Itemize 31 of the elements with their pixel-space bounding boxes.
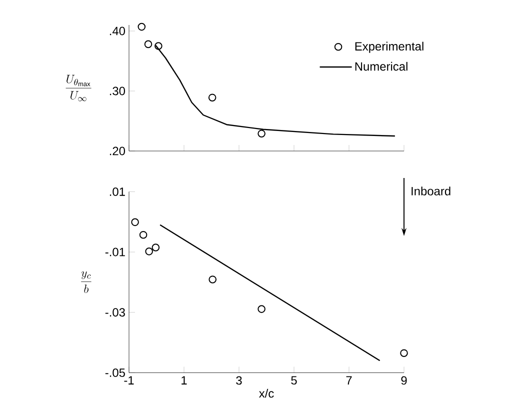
x-tick-label: 1	[182, 376, 187, 384]
x-tick-label: -1	[124, 376, 134, 384]
y-tick-label: .01	[110, 187, 125, 196]
y-tick-label: -.03	[105, 308, 125, 317]
y-axis-title: $\frac{y_c}{b}$	[81, 271, 92, 294]
x-tick-label: 3	[236, 376, 242, 385]
point	[208, 276, 217, 284]
point	[144, 40, 152, 48]
y-tick-label: -.01	[105, 248, 125, 256]
y-tick-label: .20	[110, 146, 126, 156]
point	[139, 230, 148, 239]
y-tick-label: -.05	[105, 368, 125, 377]
point	[138, 22, 146, 31]
y-tick-label: .40	[110, 26, 126, 36]
legend-label: Numerical	[355, 62, 408, 71]
point	[154, 42, 162, 50]
text: Inboard	[412, 186, 450, 196]
y-axis-title: $\frac{U_{\theta_{\mathrm{max}}}}{U_{\infty}}$	[66, 74, 92, 102]
point	[131, 218, 139, 226]
point	[400, 349, 408, 357]
x-tick-label: 9	[401, 376, 407, 385]
point	[145, 248, 153, 256]
point	[208, 94, 216, 102]
x-tick-label: 5	[291, 376, 297, 385]
x-tick-label: 7	[346, 376, 352, 384]
y-tick-label: .30	[110, 86, 126, 96]
point	[152, 244, 160, 252]
legend-label: Experimental	[355, 42, 424, 53]
point	[258, 130, 266, 138]
point	[258, 305, 266, 313]
x-axis-title: x/c	[259, 388, 274, 398]
